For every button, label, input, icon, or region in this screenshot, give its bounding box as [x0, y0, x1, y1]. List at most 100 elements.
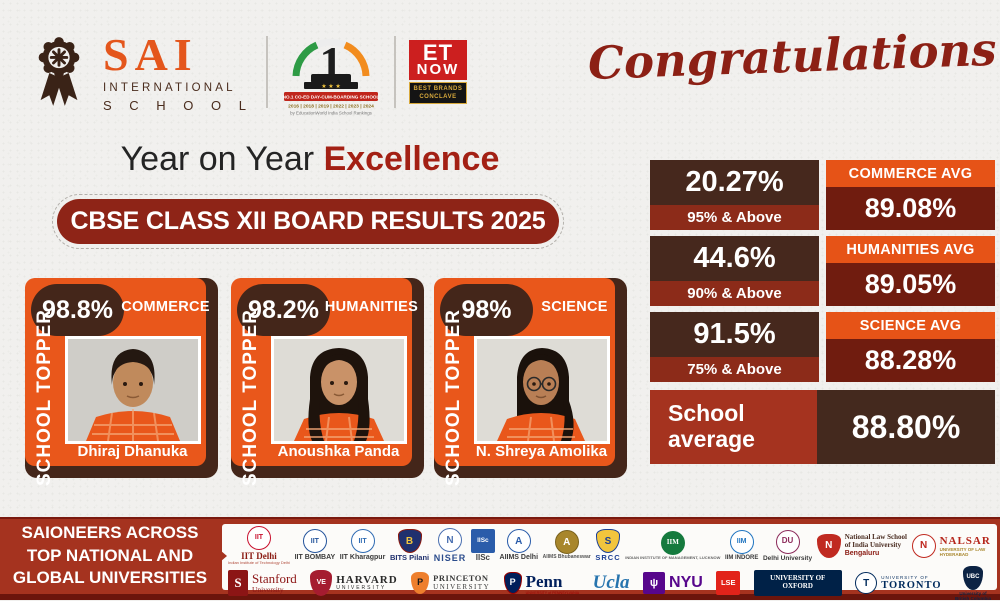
harvard-label: HARVARD [336, 574, 398, 587]
logo-iim-lucknow: IIM INDIAN INSTITUTE OF MANAGEMENT, LUCKN… [625, 531, 720, 560]
logo-stanford: S Stanford University [228, 570, 297, 597]
iit-delhi-label: IIT Delhi [241, 551, 277, 561]
arrow-right-icon [214, 545, 227, 567]
iit-kharagpur-label: IIT Kharagpur [339, 554, 386, 562]
award-ribbon-text: NO.1 CO-ED DAY-CUM-BOARDING SCHOOL [283, 95, 380, 100]
avg-label: HUMANITIES AVG [826, 236, 995, 263]
avg-cell: HUMANITIES AVG 89.05% [826, 236, 995, 306]
rank-1-award-badge: 1 ★ ★ ★ NO.1 CO-ED DAY-CUM-BOARDING SCHO… [283, 37, 380, 116]
niser-emblem-icon: N [438, 528, 462, 553]
congratulations-text: Congratulations! [587, 22, 1000, 90]
headline-prefix: Year on Year [120, 140, 324, 178]
logo-toronto: T UNIVERSITY OF TORONTO [855, 572, 942, 595]
etnow-subtitle: BEST BRANDS CONCLAVE [408, 81, 467, 105]
school-average-row: School average 88.80% [650, 390, 995, 464]
srcc-emblem-icon: S [595, 529, 620, 554]
penn-emblem-icon: P [503, 572, 522, 595]
bits-pilani-emblem-icon: B [397, 529, 422, 554]
student-photo [65, 336, 201, 444]
delhi-university-label: Delhi University [762, 554, 813, 562]
toronto-label: TORONTO [881, 579, 942, 591]
stat-cell: 20.27% 95% & Above [650, 160, 819, 230]
student-name: N. Shreya Amolika [475, 443, 608, 460]
school-average-value: 88.80% [817, 390, 995, 464]
results-stats-panel: 20.27% 95% & Above COMMERCE AVG 89.08% 4… [650, 160, 995, 464]
stanford-emblem-icon: S [228, 570, 248, 597]
stat-label: 90% & Above [650, 281, 819, 306]
universities-panel: IIT IIT Delhi Indian Institute of Technolo… [222, 524, 997, 601]
avg-label: COMMERCE AVG [826, 160, 995, 187]
logo-nlsiu: N National Law School of India University… [816, 533, 907, 558]
stat-value: 44.6% [650, 236, 819, 281]
logo-harvard: VE HARVARD UNIVERSITY [310, 570, 398, 597]
stat-cell: 91.5% 75% & Above [650, 312, 819, 382]
harvard-emblem-icon: VE [310, 570, 333, 597]
award-years: 2016 | 2018 | 2019 | 2022 | 2023 | 2024 [288, 104, 374, 110]
avg-cell: SCIENCE AVG 88.28% [826, 312, 995, 382]
logo-bits-pilani: B BITS Pilani [390, 529, 429, 562]
harvard-sublabel: UNIVERSITY [336, 585, 387, 592]
iit-bombay-label: IIT BOMBAY [294, 554, 336, 562]
srcc-label: SRCC [595, 553, 621, 563]
logo-lse: LSE [716, 571, 741, 596]
divider [265, 36, 268, 108]
etnow-logo: ET NOW BEST BRANDS CONCLAVE [408, 39, 467, 105]
logo-delhi-university: DU Delhi University [762, 529, 813, 562]
aiims-bhubaneswar-label: AIIMS Bhubaneswar [542, 554, 591, 561]
school-line2: INTERNATIONAL [103, 82, 236, 95]
niser-label: NISER [433, 553, 467, 564]
toronto-toplabel: UNIVERSITY OF [881, 574, 929, 580]
percent-badge: 98.2% [237, 284, 330, 336]
school-topper-ribbon: SCHOOL TOPPER [34, 309, 55, 487]
iit-bombay-emblem-icon: IIT [302, 529, 327, 554]
logo-iisc: IISc IISc [470, 528, 495, 563]
iit-kharagpur-emblem-icon: IIT [350, 529, 375, 554]
svg-text:★ ★ ★: ★ ★ ★ [321, 83, 340, 90]
bits-pilani-label: BITS Pilani [389, 553, 430, 563]
stats-row-95-above: 20.27% 95% & Above COMMERCE AVG 89.08% [650, 160, 995, 230]
school-name: SAI [103, 29, 198, 81]
iisc-emblem-icon: IISc [470, 528, 495, 553]
school-average-label: School average [650, 390, 817, 464]
iisc-label: IISc [475, 552, 490, 562]
stanford-label: Stanford [252, 570, 297, 586]
ubc-sublabel: University of British Columbia [954, 590, 991, 601]
percent-badge: 98% [440, 284, 533, 336]
logo-srcc: S SRCC [595, 529, 620, 562]
universities-row-national: IIT IIT Delhi Indian Institute of Technolo… [228, 526, 991, 566]
divider [393, 36, 396, 108]
student-photo [474, 336, 610, 444]
logo-ubc: UBC University of British Columbia [954, 565, 991, 601]
iim-indore-emblem-icon: IIM [729, 529, 754, 554]
stream-label: SCIENCE [541, 299, 608, 315]
student-photo [271, 336, 407, 444]
logo-oxford: UNIVERSITY OF OXFORD [753, 570, 842, 597]
etnow-now: NOW [416, 61, 460, 79]
aiims-bhubaneswar-emblem-icon: A [554, 530, 579, 555]
school-rosette-icon [38, 37, 80, 106]
stat-cell: 44.6% 90% & Above [650, 236, 819, 306]
nyu-label: NYU [669, 574, 703, 592]
princeton-sublabel: UNIVERSITY [433, 582, 491, 591]
avg-value: 89.08% [826, 187, 995, 230]
topper-card-humanities: 98.2% HUMANITIES SCHOOL TOPPER Anoushka … [231, 278, 424, 487]
logo-penn: P Penn UNIVERSITY of PENNSYLVANIA [503, 572, 579, 595]
school-line3: S C H O O L [103, 97, 253, 113]
avg-label: SCIENCE AVG [826, 312, 995, 339]
nalsar-label: NALSAR [939, 534, 991, 547]
percent-badge: 98.8% [31, 284, 124, 336]
aiims-delhi-emblem-icon: A [506, 529, 531, 554]
stats-row-75-above: 91.5% 75% & Above SCIENCE AVG 88.28% [650, 312, 995, 382]
stats-row-90-above: 44.6% 90% & Above HUMANITIES AVG 89.05% [650, 236, 995, 306]
school-topper-ribbon: SCHOOL TOPPER [443, 309, 464, 487]
results-banner: CBSE CLASS XII BOARD RESULTS 2025 [57, 199, 559, 244]
iit-delhi-sublabel: Indian Institute of Technology Delhi [228, 560, 290, 566]
lse-emblem-icon: LSE [716, 571, 741, 596]
card-face: 98.2% HUMANITIES SCHOOL TOPPER Anoushka … [231, 278, 418, 487]
card-face: 98% SCIENCE SCHOOL TOPPER N. Shreya Amol… [434, 278, 615, 487]
logo-nalsar: N NALSAR UNIVERSITY OF LAW HYDERABAD [911, 533, 991, 558]
nalsar-sublabel: UNIVERSITY OF LAW HYDERABAD [939, 546, 986, 557]
oxford-emblem-icon: UNIVERSITY OF OXFORD [753, 570, 842, 597]
nlsiu-label: National Law School of India University [844, 533, 907, 549]
